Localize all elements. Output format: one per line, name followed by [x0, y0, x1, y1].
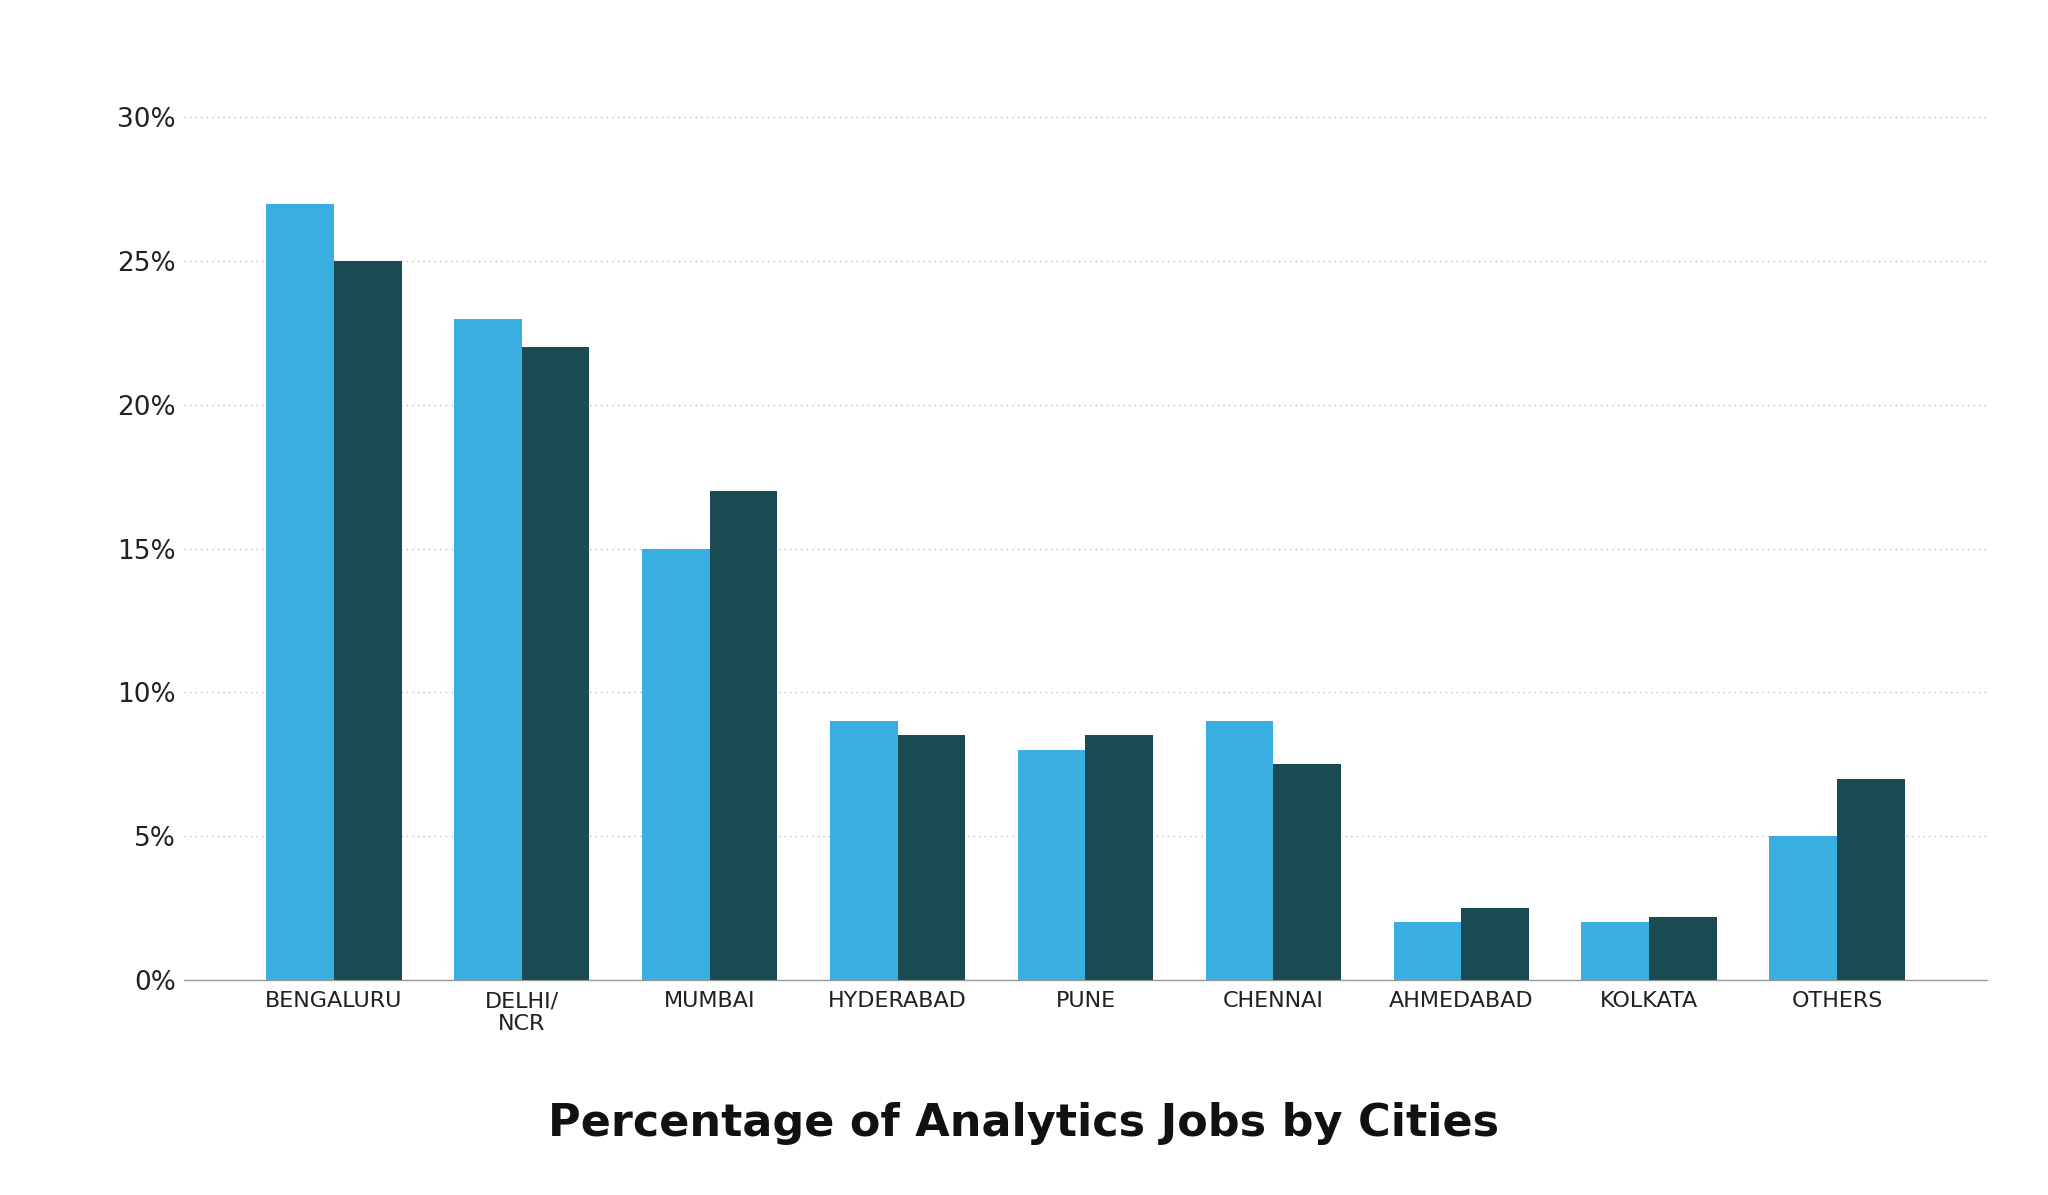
Bar [455, 319, 522, 980]
Bar [1769, 836, 1837, 980]
Bar [334, 261, 401, 980]
Bar [1274, 765, 1341, 980]
Bar [897, 735, 965, 980]
Bar [1581, 923, 1649, 980]
Bar [1206, 721, 1274, 980]
Bar [1649, 917, 1716, 980]
Bar [1460, 908, 1530, 980]
Bar [1393, 923, 1460, 980]
Bar [711, 491, 778, 980]
Bar [266, 203, 334, 980]
Bar [829, 721, 897, 980]
Bar [522, 348, 590, 980]
Bar [1837, 779, 1905, 980]
Bar [1085, 735, 1153, 980]
Text: Percentage of Analytics Jobs by Cities: Percentage of Analytics Jobs by Cities [549, 1102, 1499, 1145]
Bar [641, 549, 711, 980]
Bar [1018, 750, 1085, 980]
